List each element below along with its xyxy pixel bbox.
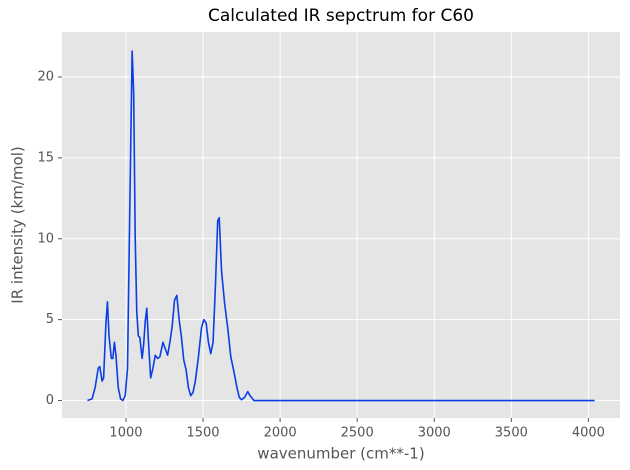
y-axis-label: IR intensity (km/mol) xyxy=(9,146,27,303)
x-tick-label: 2000 xyxy=(264,426,297,441)
x-tick-label: 1000 xyxy=(109,426,142,441)
x-tick-label: 2500 xyxy=(341,426,374,441)
y-tick-label: 20 xyxy=(37,69,54,84)
x-axis-label: wavenumber (cm**-1) xyxy=(257,445,424,463)
chart-title: Calculated IR sepctrum for C60 xyxy=(208,6,474,26)
spectrum-line xyxy=(87,50,595,402)
y-tick-label: 10 xyxy=(37,231,54,246)
x-tick-label: 1500 xyxy=(186,426,219,441)
plot-area xyxy=(62,32,620,418)
x-tick-label: 3000 xyxy=(418,426,451,441)
y-tick-label: 0 xyxy=(46,393,54,408)
x-tick-label: 3500 xyxy=(495,426,528,441)
y-tick-label: 15 xyxy=(37,150,54,165)
y-tick-label: 5 xyxy=(46,312,54,327)
x-tick-label: 4000 xyxy=(572,426,605,441)
